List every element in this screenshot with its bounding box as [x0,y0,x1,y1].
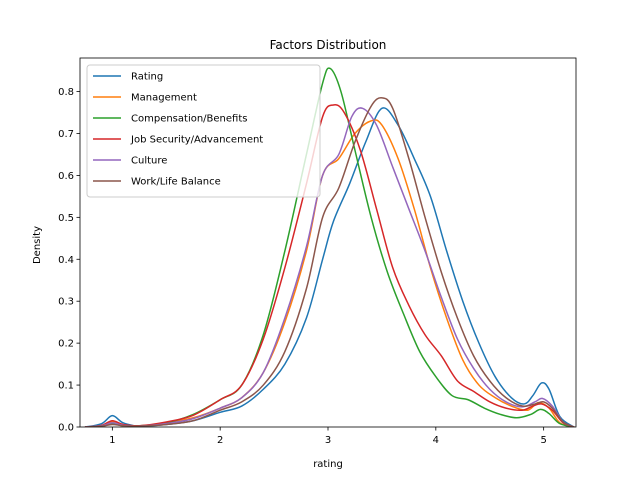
legend-label-5: Culture [131,156,167,167]
legend-label-3: Compensation/Benefits [131,114,247,125]
y-tick-label: 0.1 [58,381,74,392]
x-tick-label: 4 [433,435,439,446]
series-line-4 [84,104,575,427]
legend-label-4: Job Security/Advancement [130,135,263,146]
series-lines [84,67,575,427]
y-tick-label: 0.4 [58,255,74,266]
y-tick-label: 0.8 [58,87,74,98]
series-line-5 [84,107,575,427]
legend-frame [86,64,321,198]
axis-ticks: 1 2 3 4 5 0.0 0.1 0.2 0.3 0.4 0.5 0.6 0.7 0.8 [58,87,547,446]
series-line-3 [84,67,575,427]
x-axis-label: rating [313,459,343,470]
y-tick-label: 0.7 [58,129,74,140]
legend-label-1: Rating [131,72,163,83]
series-line-6 [84,97,575,427]
y-tick-label: 0.2 [58,339,74,350]
y-tick-label: 0.0 [58,423,74,434]
y-tick-label: 0.5 [58,213,74,224]
y-tick-label: 0.6 [58,171,74,182]
y-tick-label: 0.3 [58,297,74,308]
legend: Rating Management Compensation/Benefits Job… [86,64,321,198]
legend-label-2: Management [131,93,197,104]
x-tick-label: 3 [325,435,331,446]
y-axis-label: Density [32,226,43,264]
chart-title: Factors Distribution [270,38,387,52]
x-tick-label: 5 [540,435,546,446]
legend-label-6: Work/Life Balance [131,177,221,188]
x-tick-label: 2 [217,435,223,446]
x-tick-label: 1 [109,435,115,446]
